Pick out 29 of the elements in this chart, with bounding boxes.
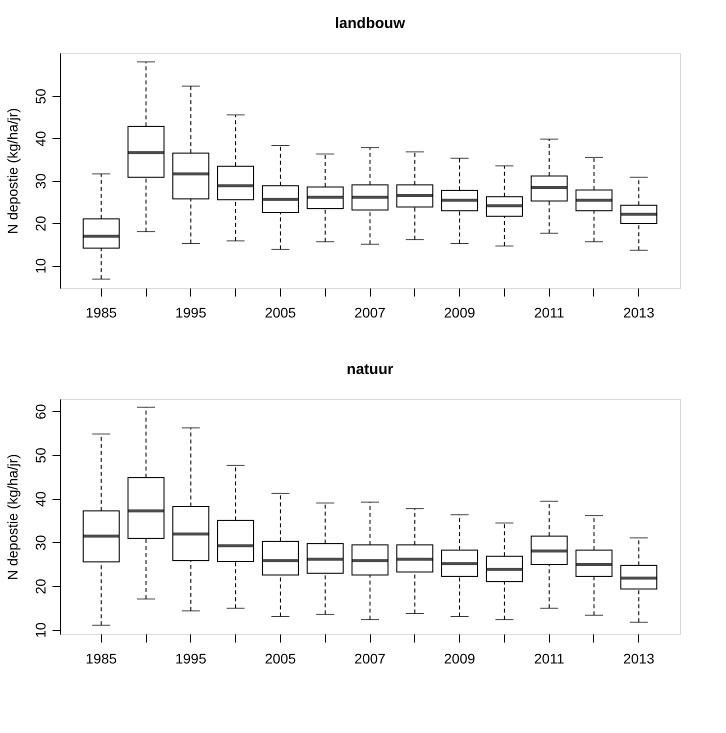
x-tick-label: 2005 [264, 304, 296, 320]
x-tick-label: 2013 [623, 304, 655, 320]
x-tick-label: 2005 [264, 650, 296, 666]
y-tick-label: 10 [32, 258, 48, 274]
x-tick-label: 2011 [534, 304, 564, 320]
x-tick-label: 2007 [354, 650, 386, 666]
y-tick-label: 40 [32, 130, 48, 147]
y-axis-title: N depostie (kg/ha/jr) [4, 108, 20, 234]
y-tick-label: 30 [32, 173, 48, 189]
y-tick-label: 50 [32, 447, 48, 464]
chart-title: natuur [346, 361, 394, 378]
x-tick-label: 2009 [444, 304, 476, 320]
y-tick-label: 20 [32, 216, 48, 232]
y-tick-label: 40 [32, 491, 48, 507]
y-axis-title: N depostie (kg/ha/jr) [4, 454, 20, 580]
x-tick-label: 2013 [623, 650, 655, 666]
x-tick-label: 1995 [175, 304, 207, 320]
chart-title: landbouw [335, 15, 406, 32]
x-tick-label: 1985 [86, 650, 117, 666]
y-tick-label: 50 [32, 88, 48, 104]
x-tick-label: 2007 [354, 304, 386, 320]
x-tick-label: 1995 [175, 650, 207, 666]
y-tick-label: 30 [32, 534, 48, 551]
x-tick-label: 1985 [86, 304, 117, 320]
x-tick-label: 2009 [444, 650, 476, 666]
y-tick-label: 20 [32, 578, 48, 594]
y-tick-label: 10 [32, 622, 48, 638]
y-tick-label: 60 [32, 404, 48, 420]
x-tick-label: 2011 [534, 650, 564, 666]
